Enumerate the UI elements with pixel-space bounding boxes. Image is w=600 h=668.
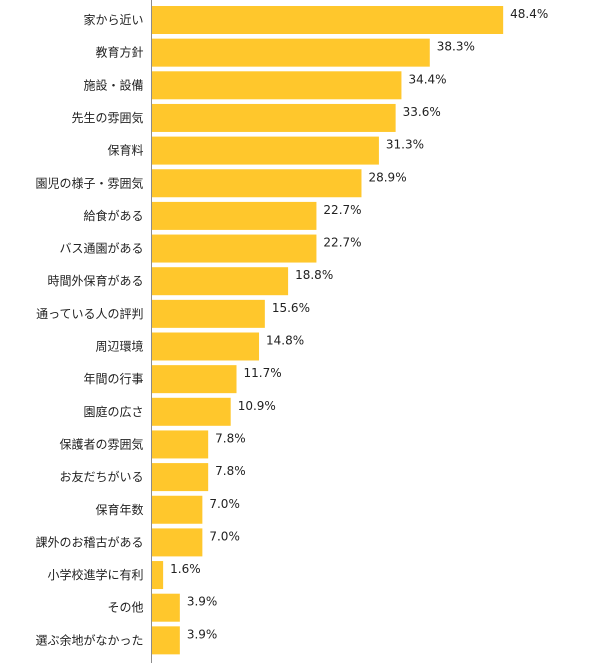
bar [151, 495, 203, 524]
value-label: 22.7% [323, 236, 361, 250]
category-label: 時間外保育がある [47, 273, 143, 288]
value-label: 7.0% [209, 497, 240, 511]
category-label: 園児の様子・雰囲気 [35, 175, 143, 190]
value-label: 7.8% [215, 464, 246, 478]
category-label: 保護者の雰囲気 [59, 436, 143, 451]
category-label: 通っている人の評判 [36, 306, 143, 321]
bar [151, 332, 260, 361]
bar [151, 38, 430, 67]
bar [151, 561, 164, 590]
category-label: 選ぶ余地がなかった [35, 632, 143, 647]
category-label: 課外のお稽古がある [35, 534, 143, 549]
bar [151, 169, 362, 198]
value-label: 28.9% [368, 170, 406, 184]
bars-layer [151, 6, 504, 655]
value-label: 34.4% [408, 72, 446, 86]
category-label: 年間の行事 [83, 372, 143, 386]
category-label: その他 [107, 601, 143, 615]
bar [151, 299, 265, 328]
category-label: 保育年数 [95, 502, 143, 517]
value-label: 10.9% [238, 399, 276, 413]
value-label: 3.9% [187, 627, 218, 641]
category-label: 給食がある [83, 208, 143, 223]
category-label: 小学校進学に有利 [47, 567, 143, 582]
bar [151, 267, 289, 296]
category-label: 保育料 [107, 143, 143, 158]
bar [151, 528, 203, 557]
bar [151, 365, 237, 394]
bar [151, 626, 180, 655]
bar [151, 103, 396, 132]
value-label: 15.6% [272, 301, 310, 315]
value-labels-layer: 48.4% 38.3% 34.4% 33.6% 31.3% 28.9% 22.7% 22.7%… [170, 7, 548, 641]
category-label: 家から近い [83, 12, 143, 27]
bar [151, 6, 504, 34]
bar [151, 201, 317, 230]
value-label: 31.3% [386, 138, 424, 152]
value-label: 14.8% [266, 334, 304, 348]
value-label: 38.3% [437, 40, 475, 54]
value-label: 11.7% [244, 366, 282, 380]
bar [151, 593, 180, 622]
value-label: 1.6% [170, 562, 201, 576]
bar [151, 430, 209, 459]
category-label: バス通園がある [59, 241, 143, 256]
bar [151, 463, 209, 492]
bar [151, 397, 231, 426]
category-labels-layer: 家から近い教育方針施設・設備先生の雰囲気保育料園児の様子・雰囲気給食があるバス通… [35, 12, 143, 647]
category-label: 園庭の広さ [83, 404, 143, 419]
value-label: 3.9% [187, 595, 218, 609]
value-label: 48.4% [510, 7, 548, 21]
category-label: 教育方針 [95, 45, 143, 60]
category-label: 周辺環境 [95, 339, 143, 354]
value-label: 7.0% [209, 529, 240, 543]
value-label: 22.7% [323, 203, 361, 217]
category-label: 先生の雰囲気 [71, 110, 143, 125]
category-label: お友だちがいる [59, 469, 143, 484]
category-label: 施設・設備 [83, 77, 143, 92]
bar [151, 71, 402, 100]
value-label: 33.6% [403, 105, 441, 119]
value-label: 7.8% [215, 431, 246, 445]
value-label: 18.8% [295, 268, 333, 282]
bar [151, 136, 379, 165]
bar [151, 234, 317, 263]
